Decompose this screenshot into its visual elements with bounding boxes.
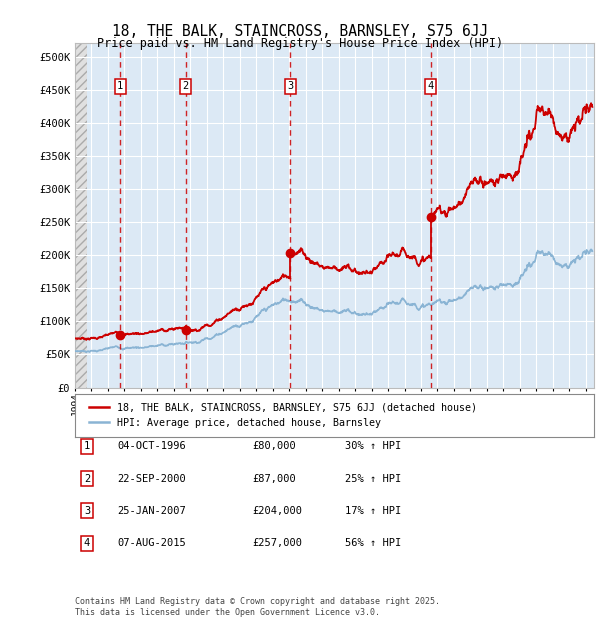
Text: £80,000: £80,000 (252, 441, 296, 451)
Text: 4: 4 (428, 81, 434, 91)
Text: 4: 4 (84, 538, 90, 548)
Text: 25-JAN-2007: 25-JAN-2007 (117, 506, 186, 516)
Bar (75, 43, 88, 388)
Text: 30% ↑ HPI: 30% ↑ HPI (345, 441, 401, 451)
Text: 3: 3 (84, 506, 90, 516)
Text: 2: 2 (182, 81, 189, 91)
Bar (75, 43, 88, 388)
Legend: 18, THE BALK, STAINCROSS, BARNSLEY, S75 6JJ (detached house), HPI: Average price: 18, THE BALK, STAINCROSS, BARNSLEY, S75 … (85, 399, 481, 432)
Text: 04-OCT-1996: 04-OCT-1996 (117, 441, 186, 451)
Text: 2: 2 (84, 474, 90, 484)
Text: 17% ↑ HPI: 17% ↑ HPI (345, 506, 401, 516)
Text: 3: 3 (287, 81, 293, 91)
Text: 1: 1 (117, 81, 124, 91)
Text: £257,000: £257,000 (252, 538, 302, 548)
Text: 07-AUG-2015: 07-AUG-2015 (117, 538, 186, 548)
Text: Contains HM Land Registry data © Crown copyright and database right 2025.
This d: Contains HM Land Registry data © Crown c… (75, 598, 440, 617)
Text: 1: 1 (84, 441, 90, 451)
Text: £87,000: £87,000 (252, 474, 296, 484)
Text: Price paid vs. HM Land Registry's House Price Index (HPI): Price paid vs. HM Land Registry's House … (97, 37, 503, 50)
Text: 22-SEP-2000: 22-SEP-2000 (117, 474, 186, 484)
Text: 18, THE BALK, STAINCROSS, BARNSLEY, S75 6JJ: 18, THE BALK, STAINCROSS, BARNSLEY, S75 … (112, 24, 488, 38)
Text: £204,000: £204,000 (252, 506, 302, 516)
Text: 25% ↑ HPI: 25% ↑ HPI (345, 474, 401, 484)
Text: 56% ↑ HPI: 56% ↑ HPI (345, 538, 401, 548)
